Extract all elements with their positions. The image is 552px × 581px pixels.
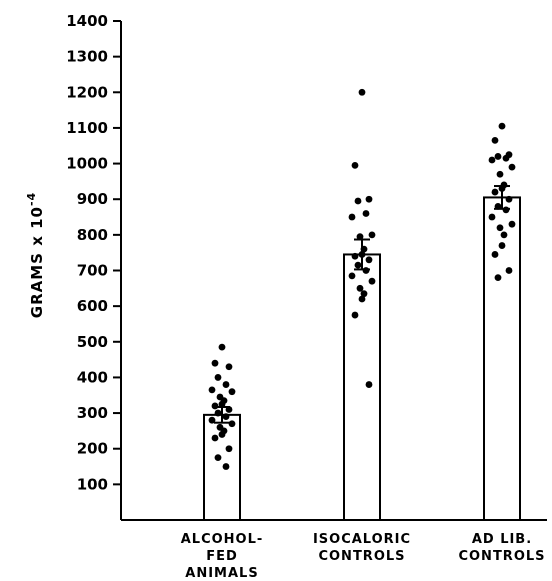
x-category-label-line: FED	[206, 549, 238, 564]
y-axis-title-exponent: -4	[25, 192, 38, 206]
y-tick-label: 1200	[66, 83, 108, 101]
data-point	[365, 256, 373, 264]
data-point	[491, 188, 499, 196]
y-tick-label: 600	[77, 297, 108, 315]
data-point	[362, 267, 370, 274]
data-point	[354, 261, 362, 269]
data-point	[498, 122, 506, 130]
data-point	[505, 195, 513, 203]
data-point	[228, 420, 236, 428]
y-axis: 100 200 300 400 500 600 700 800 900 1000 1100 1200 1…	[66, 12, 122, 520]
data-point	[505, 267, 513, 274]
bars	[203, 185, 521, 522]
x-category-label: AD LIB. CONTROLS	[458, 532, 545, 564]
data-point	[218, 400, 226, 408]
data-point	[214, 409, 222, 417]
x-category-label: ISOCALORIC CONTROLS	[313, 532, 411, 564]
x-category-label-line: CONTROLS	[318, 549, 405, 564]
data-point	[491, 251, 499, 258]
data-point	[351, 161, 359, 169]
y-tick-label: 1000	[66, 155, 108, 173]
x-category-label-line: ALCOHOL-	[181, 532, 264, 547]
data-point	[488, 213, 496, 221]
data-point	[225, 406, 233, 413]
data-point	[228, 388, 236, 396]
y-tick-label: 1100	[66, 119, 108, 137]
data-point	[354, 197, 362, 205]
y-tick-label: 400	[77, 368, 108, 386]
data-point	[488, 156, 496, 164]
y-tick-label: 100	[77, 475, 108, 493]
data-point	[508, 163, 516, 171]
y-tick-label: 500	[77, 333, 108, 351]
x-category-label-line: ANIMALS	[185, 566, 258, 581]
y-tick-label: 300	[77, 404, 108, 422]
data-point	[368, 277, 376, 285]
data-point	[214, 374, 222, 381]
data-point	[362, 210, 370, 217]
data-point	[496, 170, 504, 178]
y-tick-label: 1300	[66, 48, 108, 66]
data-point	[211, 402, 219, 410]
data-point	[222, 463, 230, 470]
data-point	[502, 154, 510, 162]
data-points	[208, 88, 516, 470]
data-point	[222, 381, 230, 388]
data-point	[222, 413, 230, 421]
data-point	[368, 231, 376, 239]
data-point	[208, 416, 216, 424]
data-point	[218, 343, 226, 351]
data-point	[494, 202, 502, 210]
data-point	[211, 434, 219, 442]
data-point	[508, 220, 516, 228]
data-point	[498, 185, 506, 192]
data-point	[494, 153, 502, 160]
y-tick-label: 800	[77, 226, 108, 244]
data-point	[358, 295, 366, 303]
x-category-label: ALCOHOL- FED ANIMALS	[181, 532, 264, 581]
data-point	[351, 252, 359, 260]
data-point	[351, 311, 359, 319]
data-point	[496, 224, 504, 232]
y-tick-label: 700	[77, 262, 108, 280]
y-axis-title: GRAMS x 10-4	[25, 192, 46, 318]
data-point	[225, 445, 233, 453]
y-tick-label: 900	[77, 190, 108, 208]
data-point	[365, 381, 373, 388]
x-category-label-line: ISOCALORIC	[313, 532, 411, 547]
data-point	[218, 431, 226, 438]
data-point	[348, 213, 356, 221]
data-point	[365, 195, 373, 203]
data-point	[491, 137, 499, 144]
x-category-label-line: CONTROLS	[458, 549, 545, 564]
data-point	[225, 363, 233, 371]
data-point	[358, 88, 366, 96]
data-point	[498, 242, 506, 249]
data-point	[208, 386, 216, 394]
data-point	[502, 206, 510, 214]
data-point	[494, 274, 502, 282]
data-point	[360, 290, 368, 298]
data-point	[356, 284, 364, 292]
data-point	[356, 233, 364, 241]
x-category-label-line: AD LIB.	[472, 532, 532, 547]
data-point	[211, 359, 219, 367]
data-point	[214, 454, 222, 462]
data-point	[360, 245, 368, 253]
data-point	[500, 231, 508, 239]
data-point	[358, 251, 366, 258]
y-tick-label: 1400	[66, 12, 108, 30]
y-tick-label: 200	[77, 440, 108, 458]
y-axis-title-text: GRAMS x 10	[28, 206, 46, 318]
data-point	[348, 272, 356, 280]
